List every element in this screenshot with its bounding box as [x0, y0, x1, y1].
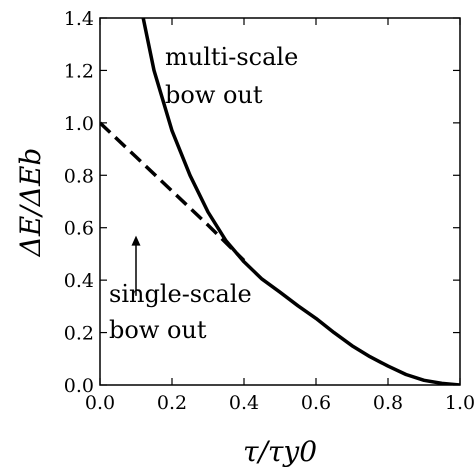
- y-tick-label: 1.4: [64, 8, 94, 30]
- y-tick-label: 1.0: [64, 113, 94, 135]
- arrows-group: [131, 235, 141, 296]
- x-tick-label: 0.8: [373, 392, 403, 414]
- annotation-multi-scale-line1: multi-scale: [165, 43, 298, 71]
- y-tick-label: 0.6: [64, 218, 94, 240]
- y-tick-label: 1.2: [64, 60, 94, 82]
- plot-frame: [99, 17, 461, 386]
- series-1-line: [100, 121, 246, 262]
- annotation-multi-scale-line2: bow out: [165, 81, 263, 109]
- curves-group: [100, 18, 460, 385]
- x-tick-label: 0.2: [157, 392, 187, 414]
- x-tick-label: 1.0: [445, 392, 475, 414]
- annotation-single-scale-line2: bow out: [109, 316, 207, 344]
- series-0-line: [141, 18, 460, 385]
- y-tick-label: 0.8: [64, 165, 94, 187]
- x-tick-label: 0.4: [229, 392, 259, 414]
- y-tick-label: 0.2: [64, 323, 94, 345]
- labels-group: 0.0 0.2 0.4 0.6 0.8 1.0 0.0 0.2 0.4 0.6 0.8 1.0 1.2 1…: [64, 8, 475, 414]
- ticks-group: [99, 17, 461, 386]
- y-tick-label: 0.0: [64, 375, 94, 397]
- y-axis-label: ΔE/ΔEb: [14, 148, 47, 258]
- annotation-arrow-head: [131, 235, 141, 246]
- x-tick-label: 0.0: [85, 392, 115, 414]
- y-tick-label: 0.4: [64, 270, 94, 292]
- x-tick-label: 0.6: [301, 392, 331, 414]
- annotation-single-scale-line1: single-scale: [109, 280, 252, 308]
- x-axis-label: τ/τy0: [243, 435, 317, 468]
